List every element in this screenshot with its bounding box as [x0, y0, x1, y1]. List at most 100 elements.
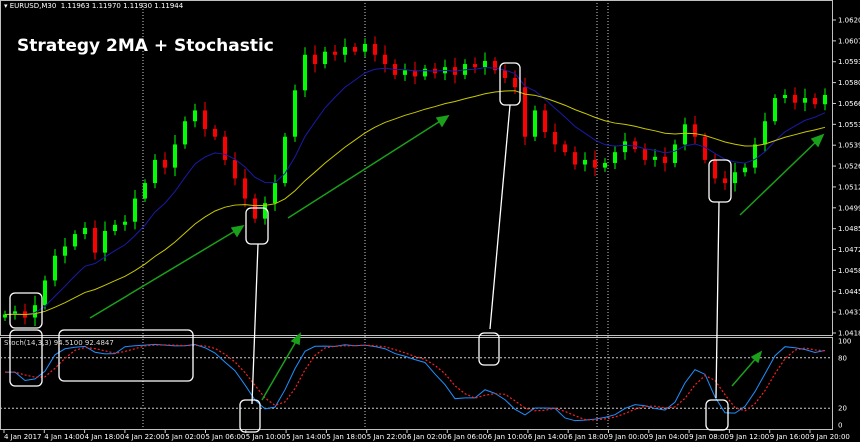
candle-body [193, 110, 197, 122]
price-tick-label: 1.05530 [838, 121, 860, 129]
candle-body [233, 159, 237, 179]
chart-title: Strategy 2MA + Stochastic [17, 36, 274, 56]
time-tick-label: 6 Jan 14:00 [528, 433, 568, 441]
candle-body [283, 136, 287, 184]
stochastic-lines [4, 343, 826, 422]
time-tick-label: 9 Jan 16:00 [770, 433, 810, 441]
price-tick-label: 1.05935 [838, 58, 860, 66]
candle-body [683, 124, 687, 145]
time-tick-label: 5 Jan 10:00 [246, 433, 286, 441]
time-tick-label: 6 Jan 02:00 [407, 433, 447, 441]
candle-body [73, 234, 77, 247]
candle-body [803, 98, 807, 103]
candle-body [733, 172, 737, 184]
candle-body [523, 87, 527, 137]
price-tick-label: 1.06070 [838, 37, 860, 45]
time-tick-label: 5 Jan 14:00 [286, 433, 326, 441]
time-tick-label: 4 Jan 22:00 [125, 433, 165, 441]
moving-averages [4, 67, 826, 316]
time-tick-label: 5 Jan 22:00 [367, 433, 407, 441]
fast-ma-line [4, 67, 826, 316]
candle-body [3, 314, 7, 318]
candle-body [333, 51, 337, 55]
candle-body [743, 167, 747, 173]
price-tick-label: 1.04855 [838, 225, 860, 233]
candle-body [83, 227, 87, 235]
candle-body [93, 227, 97, 253]
candle-body [593, 159, 597, 168]
candle-body [703, 136, 707, 160]
stoch-tick-label: 0 [838, 422, 842, 430]
candle-body [153, 159, 157, 184]
candle-body [623, 141, 627, 153]
candle-body [13, 311, 17, 315]
candle-body [123, 221, 127, 225]
candle-body [643, 149, 647, 160]
candle-body [793, 94, 797, 103]
candle-body [173, 144, 177, 168]
symbol-label: EURUSD,M30 [9, 2, 57, 10]
candle-body [543, 110, 547, 133]
candle-body [653, 156, 657, 160]
connector-arrow [489, 104, 511, 330]
price-tick-label: 1.05665 [838, 100, 860, 108]
candle-body [303, 54, 307, 91]
candle-body [103, 230, 107, 253]
candle-body [363, 43, 367, 52]
stoch-frame [0, 337, 833, 430]
annotation-box [478, 332, 500, 366]
candle-body [753, 144, 757, 168]
candle-body [223, 136, 227, 160]
price-tick-label: 1.04720 [838, 246, 860, 254]
candle-body [613, 152, 617, 163]
candle-body [763, 121, 767, 145]
stochastic-label: Stoch(14,3,3) 94.5100 92.4847 [4, 339, 114, 347]
candle-body [563, 144, 567, 153]
price-tick-label: 1.04180 [838, 330, 860, 338]
price-tick-label: 1.06205 [838, 17, 860, 25]
candle-body [313, 54, 317, 65]
candle-body [603, 162, 607, 168]
candle-body [53, 255, 57, 281]
candle-body [323, 51, 327, 65]
candle-body [673, 144, 677, 163]
time-tick-label: 9 Jan 20:00 [810, 433, 850, 441]
candle-body [583, 159, 587, 165]
candle-body [133, 198, 137, 222]
candle-body [423, 68, 427, 77]
candle-body [413, 70, 417, 77]
time-tick-label: 6 Jan 18:00 [568, 433, 608, 441]
price-tick-label: 1.04585 [838, 267, 860, 275]
candle-body [33, 305, 37, 318]
candle-body [43, 280, 47, 306]
annotations [9, 62, 732, 433]
candle-body [183, 121, 187, 145]
candle-body [633, 141, 637, 150]
candle-body [353, 47, 357, 52]
candle-body [203, 110, 207, 129]
candle-body [513, 77, 517, 88]
candle-body [783, 94, 787, 99]
time-tick-label: 9 Jan 00:00 [609, 433, 649, 441]
candle-body [473, 64, 477, 68]
stoch-tick-label: 80 [838, 354, 847, 362]
candle-body [483, 60, 487, 68]
price-tick-label: 1.05395 [838, 142, 860, 150]
annotation-box [58, 329, 194, 382]
annotation-box [708, 159, 732, 203]
time-tick-label: 6 Jan 06:00 [447, 433, 487, 441]
annotation-box [9, 292, 43, 329]
candle-body [503, 70, 507, 78]
candle-body [663, 156, 667, 163]
connector-arrow [251, 243, 259, 405]
time-tick-label: 5 Jan 18:00 [326, 433, 366, 441]
time-tick-label: 4 Jan 14:00 [44, 433, 84, 441]
candle-body [383, 54, 387, 65]
price-tick-label: 1.04315 [838, 309, 860, 317]
stoch-tick-label: 20 [838, 405, 847, 413]
candle-body [63, 246, 67, 256]
candle-body [273, 183, 277, 204]
candle-body [213, 128, 217, 137]
main-frame [0, 0, 833, 336]
